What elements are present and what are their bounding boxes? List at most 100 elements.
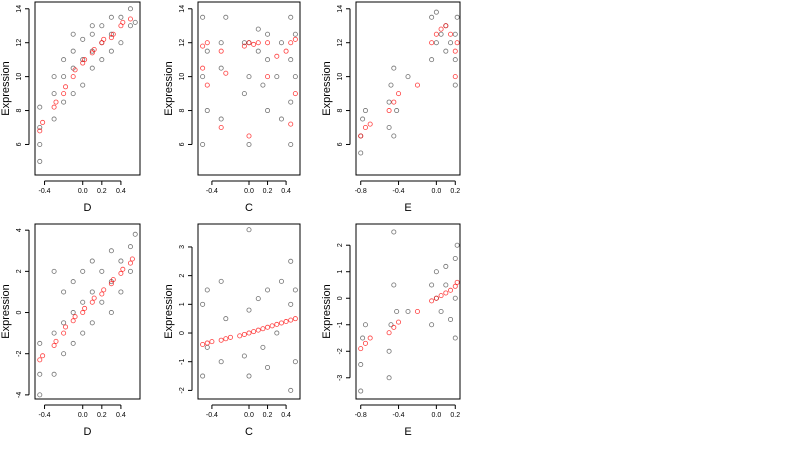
data-point — [132, 19, 138, 25]
fitted-point — [101, 287, 107, 293]
y-tick-label: -2 — [179, 387, 186, 393]
data-point — [358, 362, 364, 368]
x-axis-title: D — [84, 426, 92, 438]
data-point — [265, 364, 271, 370]
y-tick-label: 6 — [16, 142, 23, 146]
data-point — [200, 74, 206, 80]
fitted-point — [101, 36, 107, 42]
plot-frame — [34, 1, 141, 176]
data-point — [292, 74, 298, 80]
x-tick-label: 0.2 — [97, 412, 107, 419]
fitted-point — [241, 331, 247, 337]
x-tick-label: 0.0 — [244, 412, 254, 419]
y-tick-label: -1 — [337, 322, 344, 328]
fitted-point — [80, 310, 86, 316]
y-tick-label: 4 — [16, 228, 23, 232]
y-axis-title: Expression — [0, 61, 12, 115]
data-point — [61, 289, 67, 295]
data-point — [452, 82, 458, 88]
fitted-point — [218, 48, 224, 54]
fitted-point — [200, 43, 206, 49]
y-tick-label: 6 — [179, 142, 186, 146]
plot-panel-4: -0.4 0.0 0.2 0.4 D -4 -2 0 2 4 Expression — [0, 223, 141, 438]
fitted-point — [70, 74, 76, 80]
fitted-point — [53, 99, 59, 105]
x-tick-label: -0.4 — [39, 412, 51, 419]
fitted-point — [204, 82, 210, 88]
y-tick-label: 3 — [179, 245, 186, 249]
data-point — [292, 287, 298, 293]
data-point — [223, 14, 229, 20]
fitted-point — [63, 324, 69, 330]
data-point — [454, 242, 460, 248]
data-point — [37, 158, 43, 164]
fitted-point — [265, 324, 271, 330]
fitted-point — [454, 279, 460, 285]
data-point — [51, 91, 57, 97]
data-point — [99, 23, 105, 29]
data-point — [391, 133, 397, 139]
data-point — [118, 289, 124, 295]
plot-panel-6: -0.8 -0.4 0.0 0.2 E -3 -2 -1 0 1 2 Expression — [321, 223, 461, 438]
data-point — [391, 65, 397, 71]
data-point — [265, 57, 271, 63]
data-point — [204, 344, 210, 350]
x-tick-label: 0.4 — [281, 188, 291, 195]
x-tick-label: 0.0 — [78, 188, 88, 195]
x-axis-title: D — [84, 202, 92, 214]
fitted-point — [274, 53, 280, 59]
x-tick-label: 0.0 — [431, 412, 441, 419]
fitted-point — [269, 323, 275, 329]
data-point — [108, 48, 114, 54]
data-point — [70, 31, 76, 37]
data-point — [80, 299, 86, 305]
y-tick-label: 1 — [337, 270, 344, 274]
data-point — [274, 74, 280, 80]
y-tick-label: -3 — [337, 375, 344, 381]
fitted-point — [251, 41, 257, 47]
data-point — [260, 344, 266, 350]
data-point — [278, 278, 284, 284]
y-axis-title: Expression — [321, 61, 333, 115]
data-point — [388, 82, 394, 88]
data-point — [288, 301, 294, 307]
fitted-point — [251, 329, 257, 335]
y-tick-label: 8 — [16, 109, 23, 113]
data-point — [70, 91, 76, 97]
x-tick-label: 0.2 — [450, 188, 460, 195]
data-point — [360, 335, 366, 341]
data-point — [200, 373, 206, 379]
x-tick-label: 0.0 — [78, 412, 88, 419]
data-point — [99, 299, 105, 305]
data-point — [51, 371, 57, 377]
data-point — [246, 141, 252, 147]
data-point — [292, 31, 298, 37]
fitted-point — [204, 340, 210, 346]
data-point — [241, 353, 247, 359]
data-point — [358, 150, 364, 156]
fitted-point — [438, 293, 444, 299]
fitted-point — [292, 91, 298, 97]
fitted-point — [288, 40, 294, 46]
data-point — [61, 74, 67, 80]
data-point — [405, 308, 411, 314]
y-axis-title: Expression — [321, 284, 333, 338]
data-point — [99, 268, 105, 274]
data-point — [429, 282, 435, 288]
data-point — [241, 40, 247, 46]
fitted-point — [127, 260, 133, 266]
data-point — [288, 141, 294, 147]
data-point — [200, 141, 206, 147]
data-point — [452, 335, 458, 341]
fitted-point — [429, 298, 435, 304]
data-point — [246, 74, 252, 80]
y-tick-label: 14 — [337, 5, 344, 13]
fitted-point — [53, 338, 59, 344]
fitted-point — [246, 133, 252, 139]
plot-frame — [34, 223, 141, 400]
data-point — [288, 57, 294, 63]
fitted-point — [120, 19, 126, 25]
fitted-point — [61, 91, 67, 97]
data-point — [260, 82, 266, 88]
